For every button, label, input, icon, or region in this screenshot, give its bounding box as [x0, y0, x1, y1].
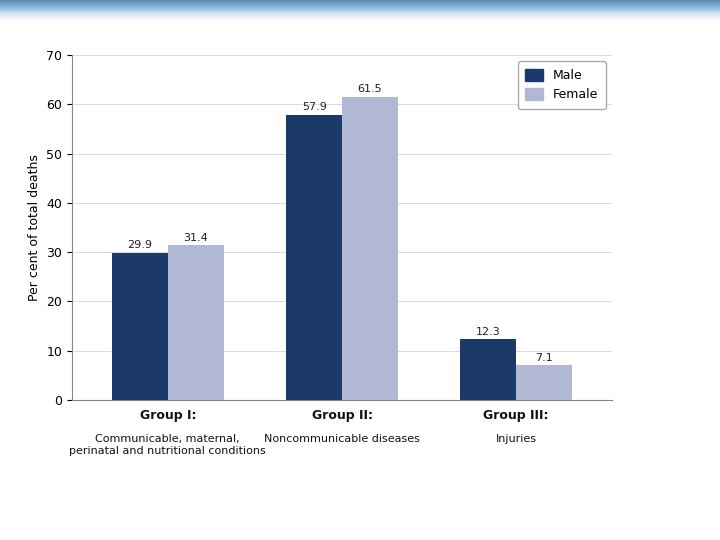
Text: 7.1: 7.1 — [535, 353, 553, 362]
Text: Injuries: Injuries — [495, 434, 536, 444]
Bar — [516, 365, 572, 400]
Text: Distribution of deaths in the world by sex (2004): Distribution of deaths in the world by s… — [9, 29, 466, 46]
Text: Group III:: Group III: — [483, 408, 549, 422]
Bar — [168, 245, 223, 400]
Bar — [287, 114, 342, 400]
Text: 29.9: 29.9 — [127, 240, 153, 250]
Text: NCDs: An Overview – Dr Ala Alwan - First International Seminar on the Public Hea: NCDs: An Overview – Dr Ala Alwan - First… — [7, 499, 472, 521]
Bar — [461, 339, 516, 400]
Text: Group II:: Group II: — [312, 408, 372, 422]
Bar — [342, 97, 397, 400]
Text: Group I:: Group I: — [140, 408, 196, 422]
Text: Noncommunicable diseases: Noncommunicable diseases — [264, 434, 420, 444]
Text: 31.4: 31.4 — [184, 233, 208, 243]
Y-axis label: Per cent of total deaths: Per cent of total deaths — [28, 154, 41, 301]
Text: 12.3: 12.3 — [476, 327, 500, 337]
Legend: Male, Female: Male, Female — [518, 61, 606, 109]
Text: Communicable, maternal,
perinatal and nutritional conditions: Communicable, maternal, perinatal and nu… — [69, 434, 266, 456]
Bar — [112, 253, 168, 400]
Text: 61.5: 61.5 — [358, 84, 382, 94]
Text: 57.9: 57.9 — [302, 102, 327, 112]
